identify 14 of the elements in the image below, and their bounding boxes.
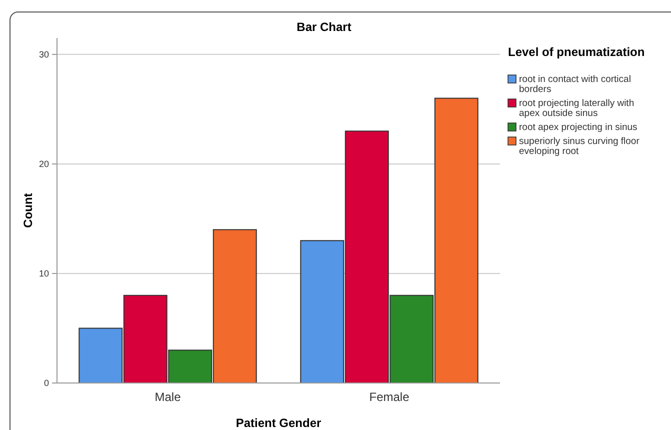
y-axis-title: Count [21, 193, 35, 228]
legend-label: superiorly sinus curving floor eveloping root [519, 136, 640, 157]
x-axis-title: Patient Gender [236, 416, 322, 430]
chart-title: Bar Chart [296, 20, 352, 34]
y-tick-label: 10 [38, 268, 49, 278]
x-tick-label: Female [369, 390, 410, 404]
y-tick-label: 20 [38, 158, 49, 169]
x-tick-label: Male [154, 390, 182, 404]
legend-label: root projecting laterally with apex outside sinus [519, 98, 634, 119]
y-tick-label: 30 [38, 49, 49, 60]
legend-label: root in contact with cortical borders [519, 74, 631, 95]
y-tick-label: 0 [44, 378, 49, 388]
legend-label: root apex projecting in sinus [519, 122, 638, 133]
legend-title: Level of pneumatization [508, 45, 645, 59]
